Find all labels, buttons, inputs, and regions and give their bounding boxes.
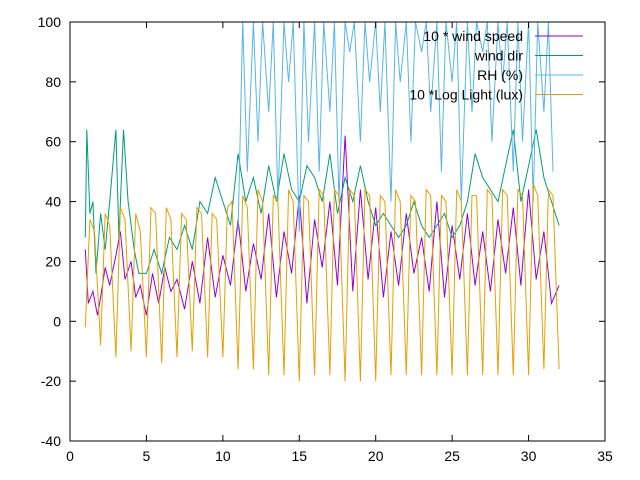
legend-label-2: wind dir [474,48,524,64]
legend: 10 * wind speed wind dir RH (%) 10 *Log Lig… [409,28,583,103]
y-tick-label: 80 [45,74,61,90]
legend-label-1: 10 * wind speed [423,28,523,44]
y-tick-label: 100 [38,14,62,30]
series-line-2 [84,129,560,276]
x-tick-label: 0 [66,448,74,464]
x-tick-label: 10 [215,448,231,464]
legend-label-3: RH (%) [477,67,523,83]
y-tick-label: 60 [45,134,61,150]
series-line-3 [237,22,554,232]
y-tick-label: 40 [45,194,61,210]
y-tick-label: -40 [41,433,61,449]
x-tick-label: 20 [368,448,384,464]
y-tick-label: -20 [41,373,61,389]
series-layer [84,22,560,382]
legend-label-4: 10 *Log Light (lux) [409,87,523,103]
axes-layer: 0 5 10 15 20 25 30 35 -40 -20 0 20 40 60 80 100 [38,14,613,464]
x-tick-label: 5 [143,448,151,464]
x-tick-label: 25 [444,448,460,464]
y-tick-label: 0 [53,313,61,329]
x-tick-label: 15 [291,448,307,464]
x-tick-label: 30 [521,448,537,464]
series-line-4 [84,183,560,382]
x-tick-label: 35 [597,448,613,464]
y-tick-label: 20 [45,253,61,269]
plot-frame [69,21,606,442]
series-line-1 [84,135,560,316]
